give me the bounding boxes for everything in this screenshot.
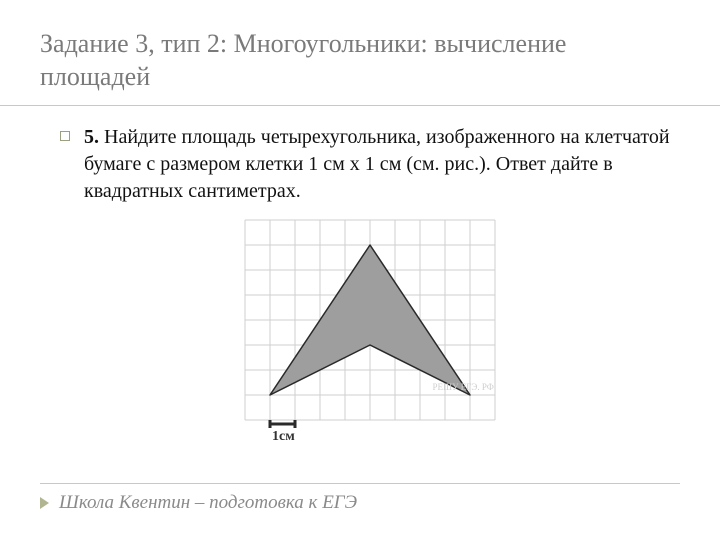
slide-content: 5. Найдите площадь четырехугольника, изо… xyxy=(0,124,720,450)
grid-svg: РЕШУ ЕГЭ. РФ 1см xyxy=(240,215,500,445)
slide-footer: Школа Квентин – подготовка к ЕГЭ xyxy=(40,483,680,514)
problem-text: 5. Найдите площадь четырехугольника, изо… xyxy=(84,124,680,205)
slide-header: Задание 3, тип 2: Многоугольники: вычисл… xyxy=(0,0,720,106)
svg-text:1см: 1см xyxy=(272,429,295,444)
figure-container: РЕШУ ЕГЭ. РФ 1см xyxy=(60,215,680,450)
problem-row: 5. Найдите площадь четырехугольника, изо… xyxy=(60,124,680,205)
svg-text:РЕШУ ЕГЭ. РФ: РЕШУ ЕГЭ. РФ xyxy=(433,382,494,392)
footer-text: Школа Квентин – подготовка к ЕГЭ xyxy=(59,492,357,514)
problem-number: 5. xyxy=(84,126,99,148)
bullet-icon xyxy=(60,131,70,141)
chevron-icon xyxy=(40,497,49,509)
grid-figure: РЕШУ ЕГЭ. РФ 1см xyxy=(240,215,500,450)
problem-body: Найдите площадь четырехугольника, изобра… xyxy=(84,126,670,202)
slide-title: Задание 3, тип 2: Многоугольники: вычисл… xyxy=(40,28,680,93)
